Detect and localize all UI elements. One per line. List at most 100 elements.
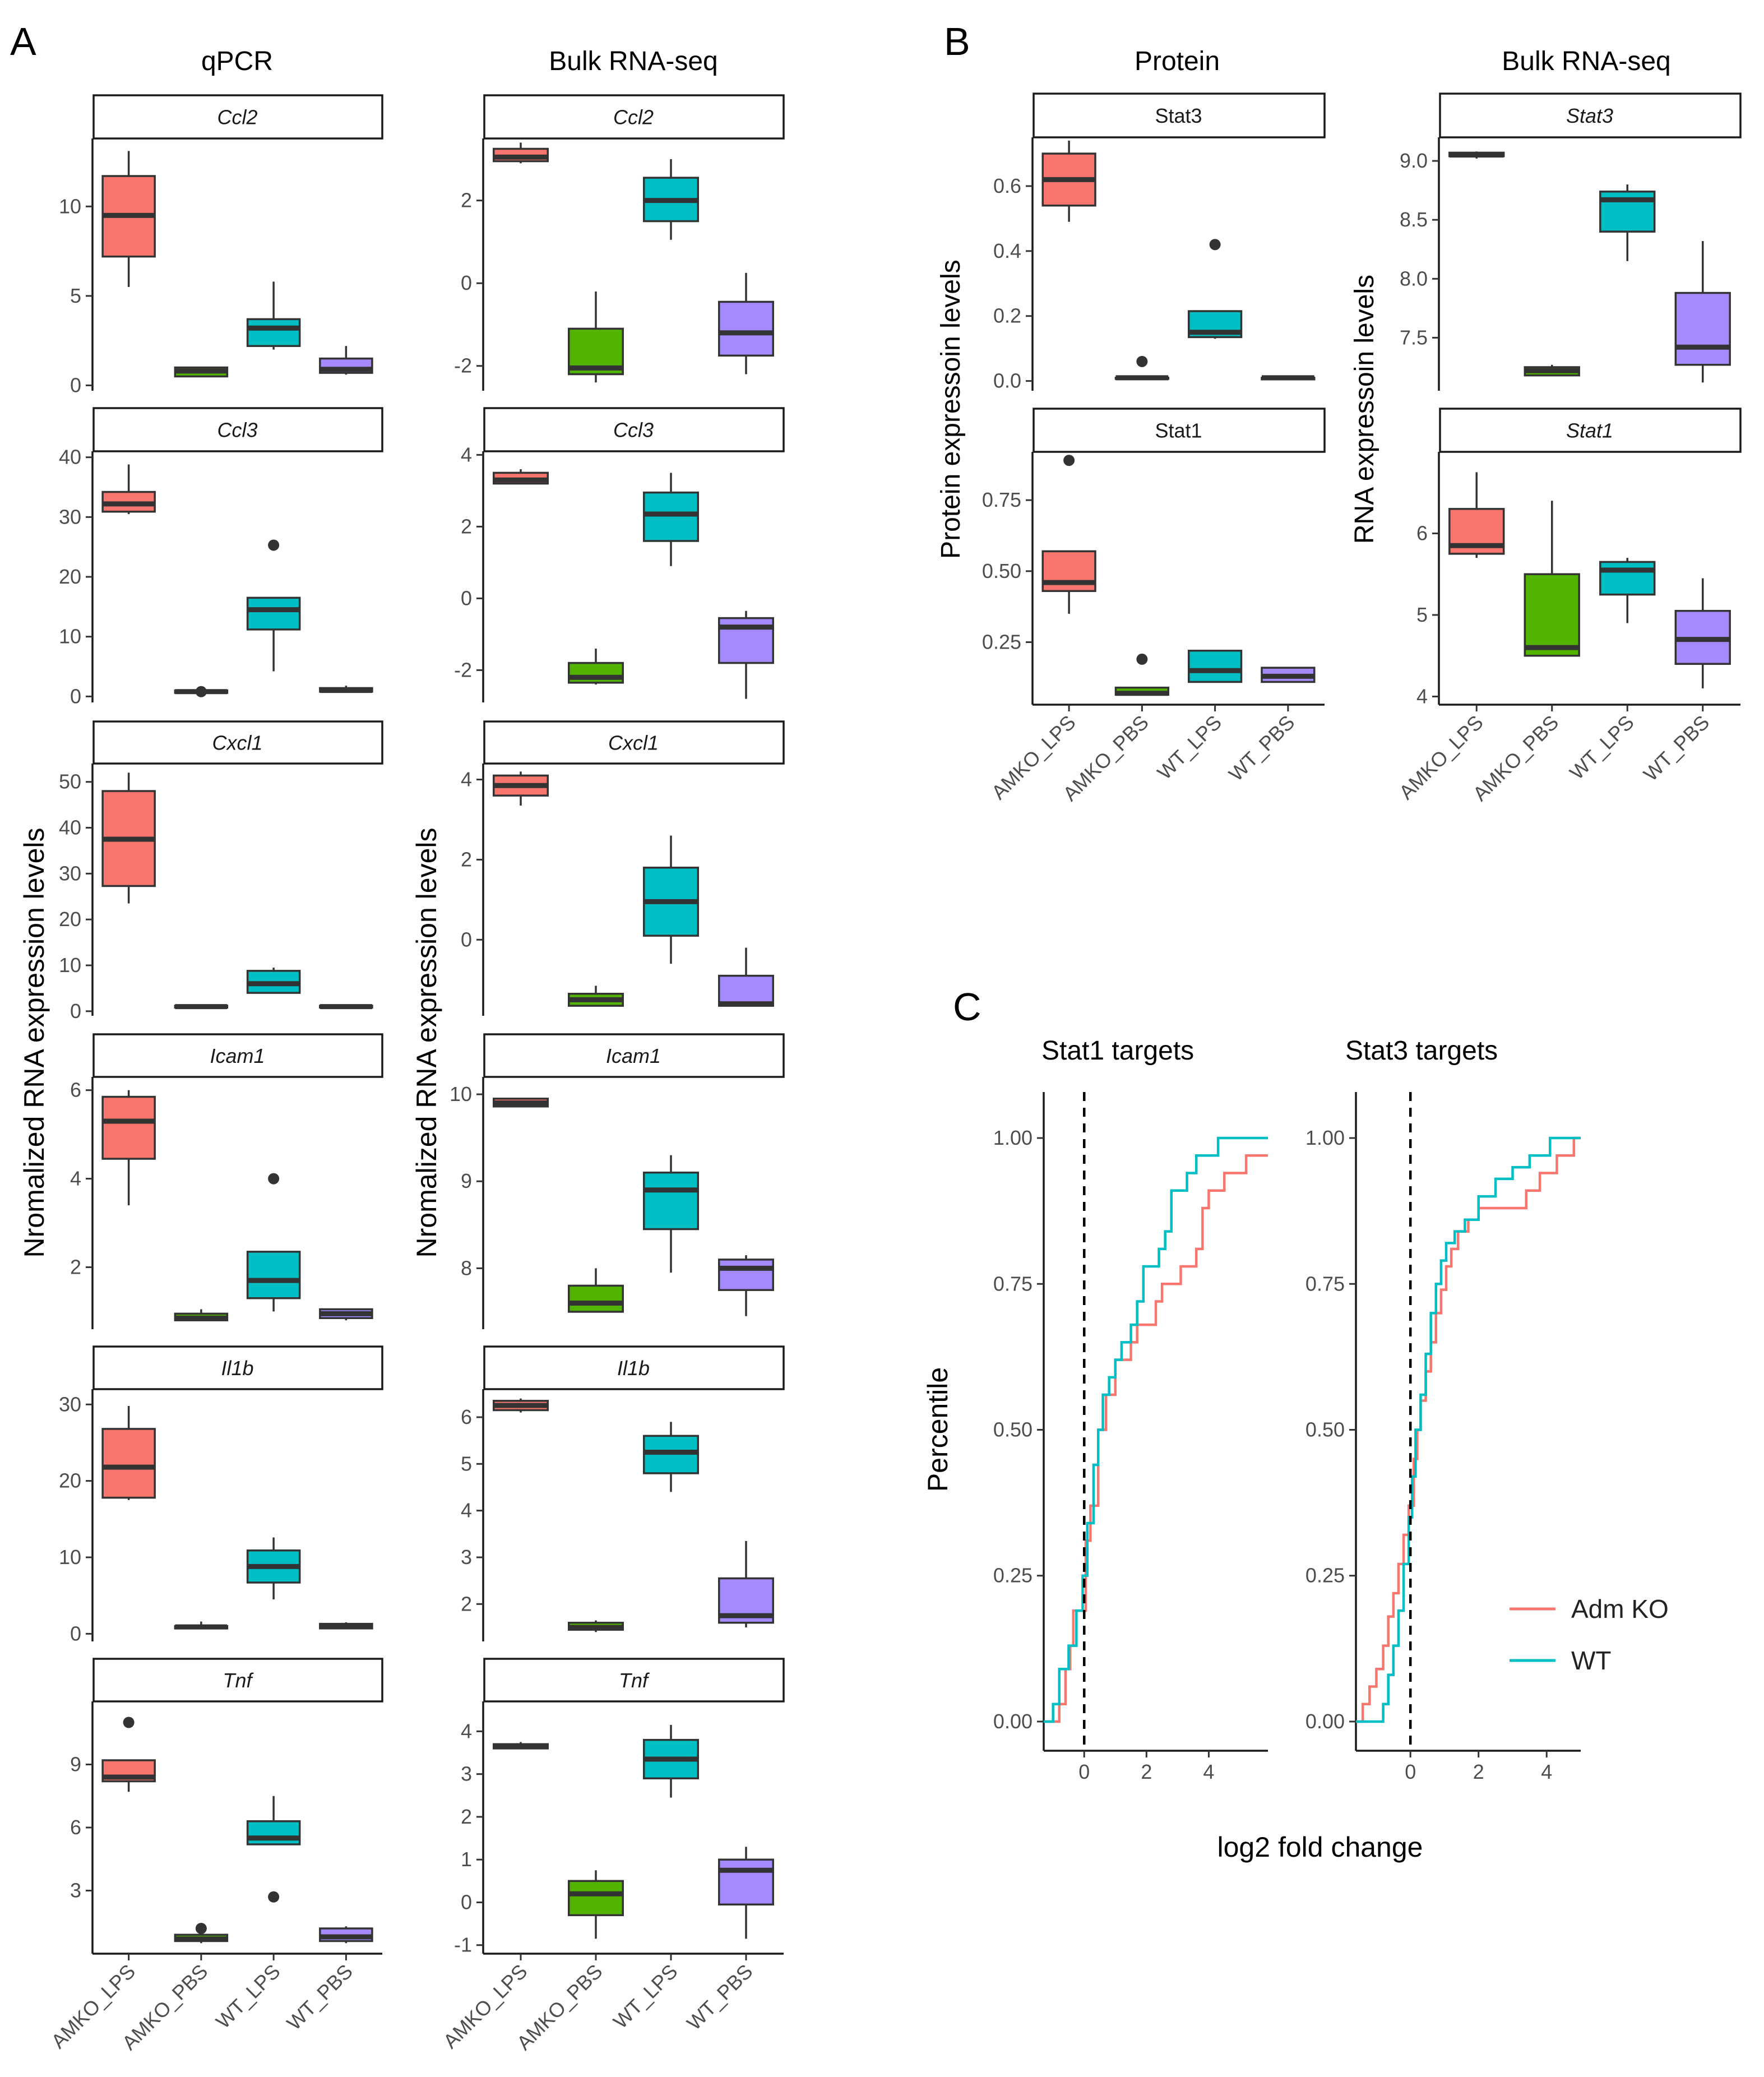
c-facet-stat1-line-adm-ko [1044, 1154, 1268, 1723]
a-rnaseq-tnf-ytick-label: -1 [454, 1933, 472, 1956]
a-rnaseq-il1b-ytick-label: 5 [461, 1452, 472, 1475]
b-protein-stat1-box-WT_LPS [1187, 649, 1243, 683]
a-qpcr-icam1-strip-label: Icam1 [210, 1044, 265, 1067]
a-qpcr-ccl3-ytick-label: 0 [70, 684, 81, 707]
a-rnaseq-ccl2-strip-label: Ccl2 [613, 106, 654, 129]
a-qpcr-il1b-strip-label: Il1b [221, 1357, 253, 1380]
c-facet-stat3-ytick-label: 0.75 [1305, 1272, 1345, 1295]
panel-label-a: A [10, 20, 36, 63]
legend-label-adm-ko: Adm KO [1571, 1594, 1669, 1623]
a-qpcr-cxcl1-ytick-label: 40 [59, 816, 81, 839]
a-qpcr-cxcl1: Cxcl1 0 10 20 30 40 50 [59, 720, 383, 1023]
c-facet-stat1-xtick-label: 0 [1078, 1760, 1090, 1783]
a-qpcr-icam1-ytick-label: 6 [70, 1079, 81, 1102]
a-qpcr-ccl3-outlier-WT_LPS [268, 539, 280, 551]
a-qpcr-ccl3-strip [92, 407, 383, 452]
panel-label-c: C [953, 985, 981, 1029]
a-qpcr-ccl3-ytick-label: 40 [59, 446, 81, 469]
c-facet-stat1-ytick-label: 0.50 [993, 1418, 1033, 1441]
c-ylabel: Percentile [922, 1367, 953, 1492]
a-qpcr-tnf-xtick-label: WT_LPS [211, 1960, 285, 2033]
a-qpcr-tnf-outlier-WT_LPS [268, 1891, 280, 1903]
a-qpcr-tnf-ytick-label: 3 [70, 1879, 81, 1902]
a-rnaseq-icam1-ytick-label: 8 [461, 1256, 472, 1279]
a-qpcr-tnf-outlier-AMKO_LPS [123, 1717, 135, 1728]
a-qpcr-cxcl1-strip [92, 720, 383, 765]
a-qpcr-tnf-strip [92, 1658, 383, 1703]
a-qpcr-icam1-box-AMKO_LPS [101, 1095, 156, 1160]
a-qpcr-il1b-ytick-label: 20 [59, 1469, 81, 1492]
a-qpcr-ccl3-strip-label: Ccl3 [217, 419, 257, 442]
a-qpcr-tnf-outlier-AMKO_PBS [195, 1923, 207, 1934]
a-rnaseq-tnf-xtick-label: WT_PBS [682, 1960, 757, 2035]
a-qpcr-ccl3-outlier-AMKO_PBS [195, 686, 207, 697]
a-qpcr-cxcl1-ytick-label: 50 [59, 770, 81, 793]
c-facet-stat1-line-wt [1044, 1136, 1268, 1723]
a-qpcr-cxcl1-ytick-label: 0 [70, 1000, 81, 1023]
b-protein-stat1-strip-label: Stat1 [1155, 419, 1202, 442]
a-qpcr-ccl2-ytick-label: 10 [59, 195, 81, 218]
a-qpcr-ccl3-ytick-label: 10 [59, 625, 81, 648]
a-qpcr-il1b: Il1b 0 10 20 30 [59, 1345, 383, 1645]
b-protein-stat3-ytick-label: 0.0 [993, 369, 1021, 392]
a-qpcr-icam1: Icam1 2 4 6 [70, 1033, 383, 1329]
c-facet-stat3-xtick-label: 4 [1541, 1760, 1552, 1783]
b-protein-stat3-strip [1033, 92, 1326, 138]
c-facet-stat3-ytick-label: 0.25 [1305, 1564, 1345, 1587]
b-rnaseq-stat3-ytick-label: 8.5 [1400, 208, 1428, 231]
a-qpcr-icam1-strip [92, 1033, 383, 1078]
a-rnaseq-tnf-box-WT_PBS [718, 1858, 774, 1906]
c-facet-stat3-xtick-label: 0 [1405, 1760, 1416, 1783]
a-rnaseq-cxcl1: Cxcl1 0 2 4 [461, 720, 785, 1016]
a-qpcr-ccl3-box-WT_LPS [246, 596, 301, 631]
c-facet-stat3: Stat3 targets 0.00 0.25 0.50 0.75 1.00 0 2 4 [1305, 1036, 1581, 1783]
a-qpcr-tnf-xtick-label: WT_PBS [282, 1960, 357, 2035]
b-protein-stat3-strip-label: Stat3 [1155, 104, 1202, 127]
a-rnaseq-tnf-ytick-label: 4 [461, 1719, 472, 1742]
a-qpcr-il1b-ytick-label: 0 [70, 1622, 81, 1645]
c-facet-stat3-ytick-label: 1.00 [1305, 1126, 1345, 1149]
a-qpcr-tnf-strip-label: Tnf [223, 1669, 254, 1692]
a-rnaseq-cxcl1-ytick-label: 2 [461, 848, 472, 871]
b-rnaseq-stat3-ytick-label: 7.5 [1400, 326, 1428, 349]
b-rnaseq-stat1-box-AMKO_PBS [1524, 573, 1580, 657]
a-rnaseq-il1b-strip [483, 1345, 785, 1390]
a-rnaseq-il1b-ytick-label: 2 [461, 1592, 472, 1615]
b-protein-stat1-box-AMKO_LPS [1041, 550, 1096, 593]
b-rnaseq-stat3-ytick-label: 8.0 [1400, 267, 1428, 290]
a-qpcr-tnf-ytick-label: 6 [70, 1816, 81, 1839]
a-rnaseq-tnf-ytick-label: 0 [461, 1890, 472, 1913]
a-qpcr-icam1-ytick-label: 2 [70, 1255, 81, 1278]
a-qpcr-icam1-outlier-WT_LPS [268, 1173, 280, 1185]
b-protein-stat1-xtick-label: WT_PBS [1224, 711, 1299, 786]
a-rnaseq-tnf-strip [483, 1658, 785, 1703]
a-rnaseq-ccl3-ytick-label: 2 [461, 515, 472, 538]
a-rnaseq-icam1-box-WT_PBS [718, 1259, 774, 1291]
a-rnaseq-cxcl1-box-WT_PBS [718, 974, 774, 1007]
b-rnaseq-stat3-box-WT_PBS [1674, 292, 1731, 366]
a-rnaseq-cxcl1-strip [483, 720, 785, 765]
a-rnaseq-ccl3-ytick-label: -2 [454, 658, 472, 681]
c-facet-stat1-ytick-label: 0.25 [993, 1564, 1033, 1587]
col-title-bulk-rnaseq-a: Bulk RNA-seq [549, 47, 717, 76]
a-rnaseq-icam1-strip-label: Icam1 [606, 1044, 661, 1067]
b-rnaseq-stat1-strip-label: Stat1 [1566, 419, 1613, 442]
a-qpcr-cxcl1-ytick-label: 30 [59, 862, 81, 885]
a-qpcr-ylabel: Nromalized RNA expression levels [18, 828, 50, 1258]
b-protein-stat1-xtick-label: WT_LPS [1152, 711, 1226, 784]
b-protein-stat3-ytick-label: 0.6 [993, 174, 1021, 197]
a-qpcr-ccl3: Ccl3 0 10 20 30 40 [59, 407, 383, 707]
c-facet-stat3-ytick-label: 0.00 [1305, 1710, 1345, 1733]
a-rnaseq-ccl2: Ccl2 -2 0 2 [454, 94, 785, 391]
panel-label-b: B [944, 20, 970, 63]
b-rnaseq-stat3-strip-label: Stat3 [1566, 104, 1613, 127]
c-facet-stat1-title: Stat1 targets [1041, 1036, 1194, 1066]
b-rnaseq-stat1-box-WT_LPS [1599, 561, 1656, 596]
a-qpcr-ccl2-strip [92, 94, 383, 140]
a-rnaseq-ccl2-ytick-label: 2 [461, 189, 472, 212]
a-qpcr-icam1-box-WT_LPS [246, 1251, 301, 1299]
